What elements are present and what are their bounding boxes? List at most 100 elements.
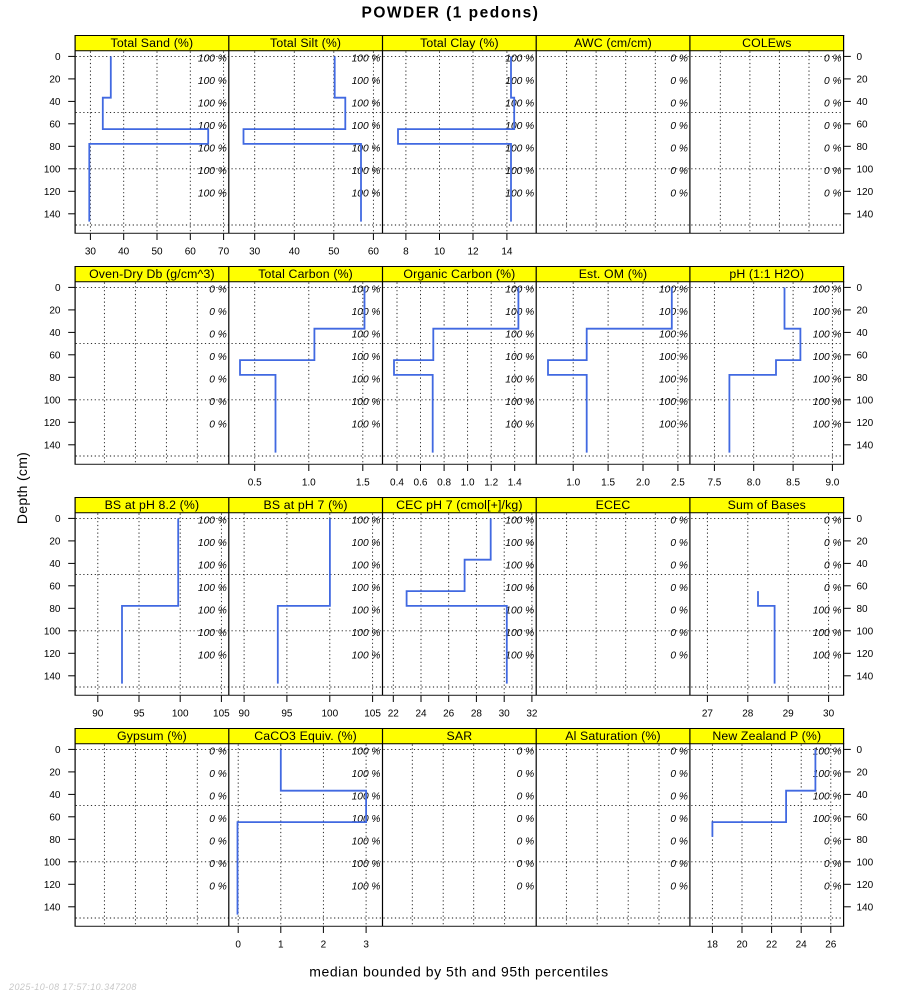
svg-text:0: 0 (235, 939, 241, 950)
svg-text:60: 60 (857, 812, 869, 823)
svg-text:0 %: 0 % (209, 352, 227, 363)
svg-text:28: 28 (742, 708, 754, 719)
svg-text:100 %: 100 % (198, 144, 227, 155)
svg-text:100 %: 100 % (198, 99, 227, 110)
svg-text:100 %: 100 % (352, 99, 381, 110)
svg-text:100: 100 (857, 395, 874, 406)
svg-text:0 %: 0 % (670, 814, 688, 825)
svg-text:BS at pH 7 (%): BS at pH 7 (%) (264, 498, 348, 512)
svg-text:0.5: 0.5 (248, 477, 262, 488)
svg-text:Total Carbon (%): Total Carbon (%) (258, 267, 353, 281)
svg-text:28: 28 (471, 708, 483, 719)
svg-text:100 %: 100 % (352, 375, 381, 386)
svg-text:95: 95 (133, 708, 145, 719)
svg-text:0 %: 0 % (670, 561, 688, 572)
svg-text:20: 20 (49, 306, 61, 317)
svg-text:8.0: 8.0 (747, 477, 761, 488)
svg-text:100 %: 100 % (352, 516, 381, 527)
svg-text:32: 32 (526, 708, 538, 719)
svg-text:0 %: 0 % (209, 814, 227, 825)
svg-text:105: 105 (364, 708, 381, 719)
svg-text:0 %: 0 % (209, 792, 227, 803)
svg-text:100 %: 100 % (659, 330, 688, 341)
svg-text:60: 60 (857, 581, 869, 592)
svg-text:100 %: 100 % (505, 651, 534, 662)
svg-text:100 %: 100 % (505, 516, 534, 527)
svg-text:0 %: 0 % (670, 121, 688, 132)
svg-text:60: 60 (368, 246, 380, 257)
svg-text:2: 2 (321, 939, 327, 950)
svg-text:40: 40 (118, 246, 130, 257)
svg-text:120: 120 (44, 880, 61, 891)
svg-text:26: 26 (825, 939, 837, 950)
svg-text:60: 60 (49, 350, 61, 361)
svg-text:0 %: 0 % (670, 606, 688, 617)
svg-text:0 %: 0 % (670, 747, 688, 758)
svg-text:COLEws: COLEws (742, 36, 791, 50)
svg-text:100: 100 (857, 626, 874, 637)
svg-text:100 %: 100 % (352, 76, 381, 87)
svg-text:100: 100 (44, 395, 61, 406)
svg-text:0 %: 0 % (209, 882, 227, 893)
svg-text:100 %: 100 % (352, 54, 381, 65)
svg-text:100 %: 100 % (198, 561, 227, 572)
svg-text:0 %: 0 % (517, 882, 535, 893)
svg-text:120: 120 (44, 187, 61, 198)
svg-text:80: 80 (49, 142, 61, 153)
svg-text:CEC pH 7 (cmol[+]/kg): CEC pH 7 (cmol[+]/kg) (396, 498, 523, 512)
svg-text:8: 8 (403, 246, 409, 257)
svg-text:80: 80 (857, 835, 869, 846)
svg-text:1.5: 1.5 (356, 477, 370, 488)
svg-text:60: 60 (49, 812, 61, 823)
svg-text:100 %: 100 % (352, 285, 381, 296)
svg-text:0 %: 0 % (824, 882, 842, 893)
svg-text:0.8: 0.8 (437, 477, 451, 488)
svg-text:100 %: 100 % (505, 285, 534, 296)
svg-text:95: 95 (281, 708, 293, 719)
svg-text:60: 60 (185, 246, 197, 257)
svg-text:1.0: 1.0 (566, 477, 580, 488)
svg-text:0.4: 0.4 (390, 477, 404, 488)
svg-text:0 %: 0 % (824, 76, 842, 87)
svg-text:40: 40 (857, 97, 869, 108)
svg-text:29: 29 (783, 708, 795, 719)
svg-text:1.2: 1.2 (484, 477, 498, 488)
svg-text:0 %: 0 % (824, 859, 842, 870)
svg-text:100 %: 100 % (505, 538, 534, 549)
svg-text:100 %: 100 % (813, 769, 842, 780)
svg-text:0 %: 0 % (670, 144, 688, 155)
svg-text:120: 120 (857, 418, 874, 429)
svg-text:80: 80 (49, 835, 61, 846)
svg-text:90: 90 (92, 708, 104, 719)
svg-text:100 %: 100 % (659, 352, 688, 363)
svg-text:100 %: 100 % (505, 561, 534, 572)
svg-text:Al Saturation (%): Al Saturation (%) (565, 729, 661, 743)
svg-text:ECEC: ECEC (596, 498, 631, 512)
svg-text:10: 10 (434, 246, 446, 257)
svg-text:0: 0 (857, 52, 863, 63)
svg-text:100 %: 100 % (505, 375, 534, 386)
svg-text:100 %: 100 % (352, 189, 381, 200)
svg-text:0 %: 0 % (824, 121, 842, 132)
svg-text:pH (1:1 H2O): pH (1:1 H2O) (729, 267, 804, 281)
svg-text:0 %: 0 % (824, 144, 842, 155)
svg-text:0 %: 0 % (670, 628, 688, 639)
svg-text:9.0: 9.0 (825, 477, 839, 488)
svg-text:0 %: 0 % (209, 747, 227, 758)
svg-text:100 %: 100 % (505, 144, 534, 155)
svg-text:0 %: 0 % (670, 792, 688, 803)
svg-text:0 %: 0 % (670, 651, 688, 662)
svg-text:0 %: 0 % (517, 814, 535, 825)
svg-text:100 %: 100 % (352, 882, 381, 893)
svg-text:40: 40 (857, 328, 869, 339)
svg-text:Total Clay (%): Total Clay (%) (420, 36, 499, 50)
svg-text:Total Silt (%): Total Silt (%) (270, 36, 341, 50)
svg-text:22: 22 (766, 939, 778, 950)
svg-text:100 %: 100 % (659, 397, 688, 408)
svg-text:0 %: 0 % (824, 561, 842, 572)
svg-text:100 %: 100 % (352, 606, 381, 617)
svg-text:100 %: 100 % (352, 837, 381, 848)
svg-text:100 %: 100 % (505, 583, 534, 594)
svg-text:0 %: 0 % (670, 54, 688, 65)
svg-text:30: 30 (499, 708, 511, 719)
